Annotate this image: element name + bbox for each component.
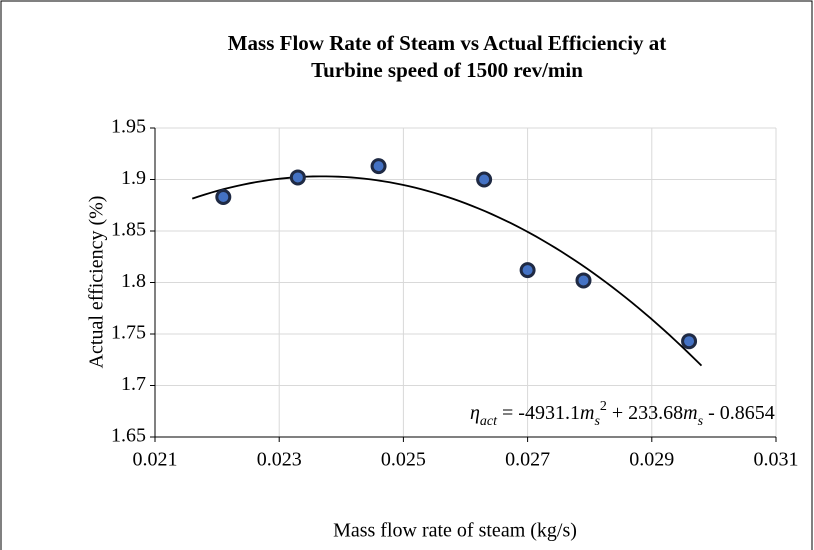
y-tick-label: 1.95 <box>111 116 146 138</box>
data-point <box>681 333 698 350</box>
equation-part: s <box>698 414 704 429</box>
x-tick-label: 0.029 <box>629 449 674 471</box>
y-tick-label: 1.85 <box>111 219 146 241</box>
data-point <box>519 262 536 279</box>
equation-part: + 233.68 <box>607 402 683 424</box>
y-axis-title: Actual efficiency (%) <box>86 196 108 369</box>
chart-title: Turbine speed of 1500 rev/min <box>311 58 583 82</box>
y-tick-label: 1.65 <box>111 425 146 447</box>
trendline <box>191 175 703 367</box>
chart-title: Mass Flow Rate of Steam vs Actual Effici… <box>228 31 667 55</box>
equation-part: s <box>594 414 600 429</box>
equation-part: = -4931.1 <box>497 402 580 424</box>
equation-part: m <box>683 402 697 424</box>
data-point <box>289 169 306 186</box>
x-axis-title: Mass flow rate of steam (kg/s) <box>333 520 577 542</box>
x-tick-label: 0.031 <box>754 449 799 471</box>
data-point <box>215 189 232 206</box>
x-tick-label: 0.023 <box>257 449 302 471</box>
equation-part: act <box>480 414 498 429</box>
x-tick-label: 0.025 <box>381 449 426 471</box>
equation-part: m <box>580 402 594 424</box>
trendline-equation: ηact = -4931.1ms2 + 233.68ms - 0.8654 <box>470 399 775 429</box>
equation-part: - 0.8654 <box>703 402 775 424</box>
data-point <box>575 272 592 289</box>
data-point <box>476 171 493 188</box>
y-tick-label: 1.8 <box>121 270 146 292</box>
x-tick-label: 0.021 <box>133 449 178 471</box>
x-tick-label: 0.027 <box>505 449 550 471</box>
y-tick-label: 1.75 <box>111 322 146 344</box>
data-point <box>370 158 387 175</box>
y-tick-label: 1.9 <box>121 167 146 189</box>
y-tick-label: 1.7 <box>121 373 146 395</box>
equation-part: η <box>470 402 480 424</box>
equation-part: 2 <box>600 399 607 414</box>
